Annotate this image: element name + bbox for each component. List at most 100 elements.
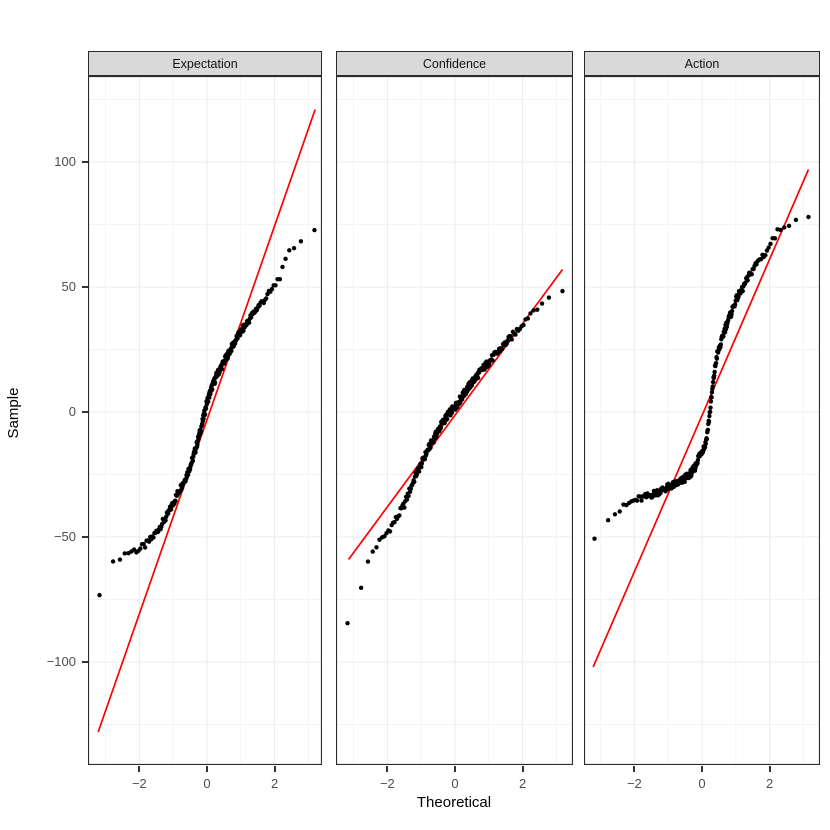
qq-point	[428, 445, 433, 450]
qq-point	[374, 545, 379, 550]
qq-point	[312, 227, 317, 233]
facet-strip-label: Action	[684, 56, 720, 71]
grid-major	[585, 77, 819, 764]
qq-point	[500, 346, 505, 352]
qq-point	[766, 245, 771, 250]
qq-point	[219, 366, 225, 372]
qq-point	[749, 271, 754, 277]
qq-point	[422, 456, 428, 462]
x-tick-mark	[521, 766, 524, 772]
qq-point	[605, 517, 611, 523]
qq-reference-line	[592, 169, 810, 668]
x-tick-label: 0	[698, 776, 706, 791]
x-tick-mark	[701, 766, 703, 772]
qq-point	[707, 409, 713, 415]
panel-confidence	[336, 76, 573, 765]
qq-point	[513, 332, 518, 337]
qq-point	[280, 264, 285, 270]
qq-point	[345, 620, 350, 626]
qq-point	[763, 253, 768, 258]
x-tick-mark	[386, 766, 389, 772]
qq-point	[705, 427, 711, 433]
qq-point	[110, 559, 116, 564]
y-tick-label: 0	[68, 404, 76, 419]
qq-point	[539, 301, 545, 306]
qq-point	[241, 328, 246, 333]
qq-point	[658, 490, 663, 495]
qq-point	[141, 541, 146, 547]
panel-expectation	[88, 76, 322, 765]
qq-point	[402, 505, 407, 510]
qq-point	[165, 511, 171, 516]
qq-point	[732, 302, 738, 307]
qq-point	[248, 315, 254, 320]
qq-point	[203, 405, 209, 411]
qq-point	[712, 373, 717, 378]
qq-point	[612, 512, 618, 517]
qq-point	[122, 551, 127, 556]
qq-point	[193, 450, 198, 455]
qq-point	[535, 307, 540, 312]
x-tick-label: −2	[626, 776, 642, 791]
qq-point	[702, 445, 708, 450]
qq-point	[475, 375, 481, 381]
qq-point	[713, 360, 719, 366]
qq-point	[212, 380, 218, 385]
facet-strip-label: Confidence	[422, 56, 487, 71]
qq-point	[206, 399, 211, 404]
grid-major	[337, 77, 572, 764]
qq-point	[560, 288, 565, 294]
x-tick-label: 0	[451, 776, 459, 791]
qq-point	[365, 559, 371, 564]
facet-strip-expectation: Expectation	[88, 51, 322, 76]
qq-point	[710, 379, 716, 385]
qq-point	[525, 316, 531, 321]
x-tick-mark	[454, 766, 456, 772]
qq-point	[419, 461, 425, 466]
qq-point	[712, 369, 717, 375]
qq-point	[370, 549, 375, 554]
qq-point	[729, 308, 735, 314]
qq-point	[408, 486, 414, 491]
qq-point	[246, 320, 252, 325]
qq-points	[592, 214, 811, 541]
qq-point	[509, 337, 514, 342]
qq-point	[521, 322, 526, 328]
qq-point	[793, 217, 799, 223]
qq-point	[207, 395, 212, 400]
qq-point	[283, 256, 288, 262]
qq-points	[345, 288, 565, 626]
qq-point	[709, 395, 714, 400]
qq-point	[490, 358, 495, 363]
qq-point	[142, 545, 148, 550]
y-tick-label: −50	[53, 529, 76, 544]
qq-point	[201, 416, 206, 421]
facet-strip-action: Action	[584, 51, 820, 76]
qq-point	[397, 513, 402, 518]
qq-point	[431, 440, 436, 445]
qq-point	[782, 225, 787, 230]
x-tick-mark	[273, 766, 276, 772]
y-tick-mark	[82, 286, 88, 288]
grid-major	[89, 77, 321, 764]
qq-point	[387, 529, 393, 534]
x-tick-label: 2	[765, 776, 774, 791]
qq-point	[708, 399, 714, 404]
y-tick-label: 50	[61, 279, 76, 294]
qq-point	[706, 419, 712, 425]
qq-point	[740, 288, 745, 294]
x-tick-mark	[138, 766, 141, 772]
facet-strip-label: Expectation	[172, 56, 238, 71]
y-tick-label: −100	[46, 654, 76, 669]
qq-point	[138, 546, 143, 551]
qq-point	[190, 458, 196, 463]
qq-point	[412, 479, 417, 485]
qq-point	[229, 348, 234, 354]
x-tick-mark	[206, 766, 208, 772]
qq-point	[449, 410, 455, 416]
qq-point	[163, 518, 168, 523]
qq-point	[721, 334, 726, 339]
qq-point	[772, 236, 778, 241]
qq-point	[210, 387, 215, 392]
